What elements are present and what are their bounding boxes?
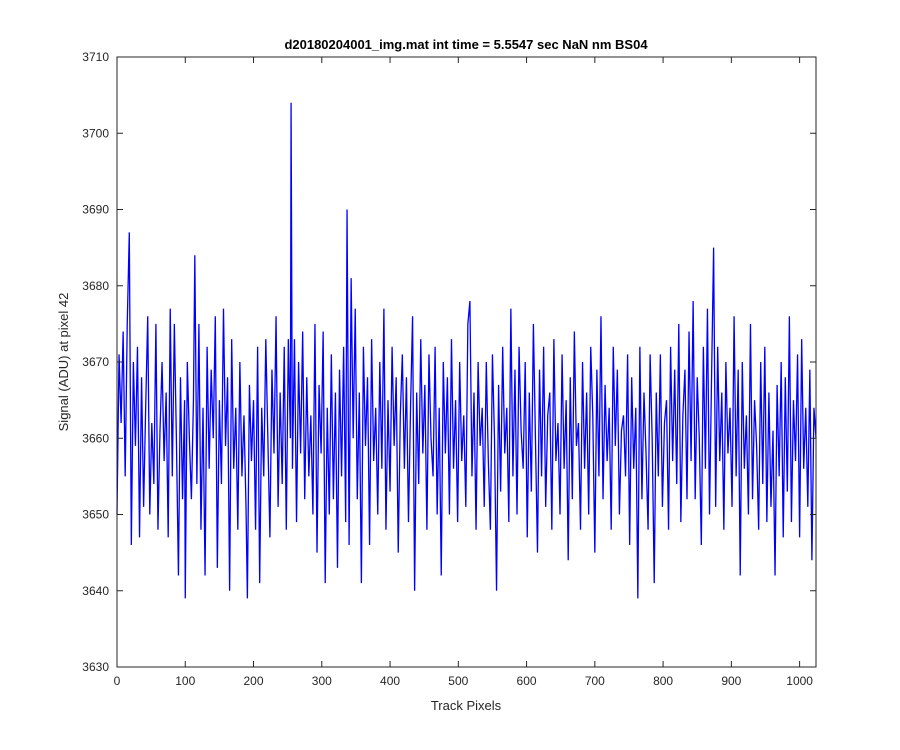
x-tick-label: 0 — [114, 674, 121, 688]
y-axis: 3630 3640 3650 3660 3670 3680 3690 3700 3710 — [82, 50, 816, 674]
series-line-0 — [116, 102, 817, 599]
x-tick-label: 900 — [721, 674, 741, 688]
y-tick-label: 3640 — [82, 584, 109, 598]
y-tick-label: 3650 — [82, 508, 109, 522]
x-axis-label: Track Pixels — [431, 698, 502, 713]
x-tick-label: 600 — [517, 674, 537, 688]
y-tick-label: 3630 — [82, 660, 109, 674]
y-tick-label: 3660 — [82, 431, 109, 445]
x-tick-label: 400 — [380, 674, 400, 688]
y-tick-label: 3700 — [82, 126, 109, 140]
series-layer — [116, 102, 817, 599]
y-tick-label: 3710 — [82, 50, 109, 64]
x-axis: 0 100 200 300 400 500 600 700 800 900 1000 — [114, 57, 813, 688]
x-tick-label: 200 — [244, 674, 264, 688]
chart-title: d20180204001_img.mat int time = 5.5547 s… — [284, 37, 648, 52]
y-tick-label: 3670 — [82, 355, 109, 369]
x-tick-label: 300 — [312, 674, 332, 688]
y-tick-label: 3680 — [82, 279, 109, 293]
y-axis-label: Signal (ADU) at pixel 42 — [56, 293, 71, 432]
x-tick-label: 800 — [653, 674, 673, 688]
x-tick-label: 100 — [175, 674, 195, 688]
x-tick-label: 700 — [585, 674, 605, 688]
plot-area — [117, 57, 816, 667]
y-tick-label: 3690 — [82, 203, 109, 217]
x-tick-label: 1000 — [786, 674, 813, 688]
x-tick-label: 500 — [448, 674, 468, 688]
